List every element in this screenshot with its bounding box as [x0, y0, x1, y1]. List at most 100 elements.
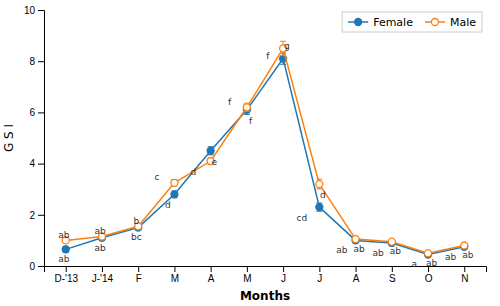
annotation: ab: [462, 250, 474, 260]
x-tick-label: S: [389, 273, 396, 284]
annotation: cd: [297, 213, 308, 223]
point: [388, 238, 395, 245]
point: [316, 181, 323, 188]
y-axis-line: [38, 11, 45, 267]
point: [62, 246, 69, 253]
point: [171, 191, 178, 198]
x-tick-label: J-'14: [92, 273, 114, 284]
error-bar-cap: [316, 179, 322, 180]
x-tick-label: M: [171, 273, 179, 284]
y-tick-mark: [38, 112, 44, 113]
error-bar-cap: [280, 64, 286, 65]
error-bar-cap: [280, 55, 286, 56]
marks: [62, 41, 468, 258]
x-axis-title: Months: [240, 289, 290, 303]
x-tick-mark: [392, 266, 393, 272]
y-tick-mark: [38, 266, 44, 267]
annotation: ab: [95, 243, 107, 253]
plot: D-'13J-'14FMAMJJASON0246810ababbcdeffcda…: [24, 5, 487, 284]
annotation: d: [320, 190, 326, 200]
chart: D-'13J-'14FMAMJJASON0246810ababbcdeffcda…: [0, 0, 500, 306]
annotation: d: [165, 200, 171, 210]
x-tick-label: A: [208, 273, 215, 284]
legend: FemaleMale: [342, 12, 482, 32]
x-tick: S: [389, 266, 396, 284]
legend-marker: [431, 19, 438, 26]
x-tick-mark: [102, 266, 103, 272]
annotation: ab: [336, 245, 348, 255]
x-axis: D-'13 J-'14 F M A M J J A S O N: [45, 266, 487, 284]
y-tick-label: 8: [29, 56, 35, 67]
y-tick-mark: [38, 61, 44, 62]
x-tick-mark: [247, 266, 248, 272]
x-tick-label: M: [243, 273, 251, 284]
error-bar: [316, 179, 322, 189]
y-tick: 8: [29, 56, 44, 67]
annotation: g: [284, 41, 290, 51]
series: [62, 53, 468, 258]
point: [352, 236, 359, 243]
annotation: ab: [445, 252, 457, 262]
x-tick-mark: [356, 266, 357, 272]
x-axis-line: [45, 267, 487, 273]
annotations: ababbcdeffcdababaabababbcdfgdabababab: [58, 41, 473, 269]
point: [171, 179, 178, 186]
x-tick: A: [208, 266, 215, 284]
y-axis: 0 2 4 6 8 10: [24, 5, 45, 272]
x-tick: N: [461, 266, 468, 284]
x-tick: J: [281, 266, 286, 284]
x-tick: M: [171, 266, 179, 284]
annotation: ab: [58, 254, 70, 264]
x-tick-label: N: [461, 273, 468, 284]
point: [425, 250, 432, 257]
x-tick: M: [243, 266, 251, 284]
y-tick: 4: [29, 158, 44, 169]
annotation: d: [190, 167, 196, 177]
x-tick-mark: [174, 266, 175, 272]
error-bar: [316, 203, 322, 211]
y-tick-mark: [38, 164, 44, 165]
y-tick-label: 6: [29, 107, 35, 118]
legend-item: Female: [348, 16, 413, 29]
annotation: b: [134, 216, 140, 226]
x-tick: J-'14: [92, 266, 114, 284]
error-bar: [171, 191, 177, 198]
error-bar: [63, 246, 69, 252]
y-tick: 0: [29, 261, 44, 272]
legend-box: [342, 12, 482, 32]
annotation: ab: [354, 244, 366, 254]
annotation: e: [212, 157, 218, 167]
annotation: ab: [372, 248, 384, 258]
point: [461, 242, 468, 249]
y-tick-label: 4: [29, 158, 35, 169]
y-tick-label: 10: [24, 5, 36, 16]
line: [66, 59, 465, 255]
point: [316, 204, 323, 211]
error-bar: [244, 103, 250, 111]
x-tick-label: D-'13: [54, 273, 78, 284]
x-tick-label: J: [317, 273, 322, 284]
x-tick: F: [136, 266, 142, 284]
error-bar: [171, 180, 177, 186]
x-tick-mark: [319, 266, 320, 272]
y-tick-mark: [38, 215, 44, 216]
x-tick-label: A: [353, 273, 360, 284]
annotation: c: [155, 172, 160, 182]
annotation: ab: [58, 230, 70, 240]
x-tick-mark: [464, 266, 465, 272]
x-tick-mark: [283, 266, 284, 272]
line: [66, 48, 465, 253]
y-tick-label: 2: [29, 210, 35, 221]
x-tick-mark: [66, 266, 67, 272]
point: [207, 147, 214, 154]
series: [62, 41, 468, 256]
x-tick: J: [317, 266, 322, 284]
annotation: ab: [426, 258, 438, 268]
annotation: ab: [95, 226, 107, 236]
legend-marker: [355, 19, 362, 26]
annotation: ab: [390, 246, 402, 256]
x-tick-label: O: [425, 273, 433, 284]
legend-label: Female: [373, 16, 413, 29]
annotation: f: [266, 51, 270, 61]
x-tick: D-'13: [54, 266, 78, 284]
